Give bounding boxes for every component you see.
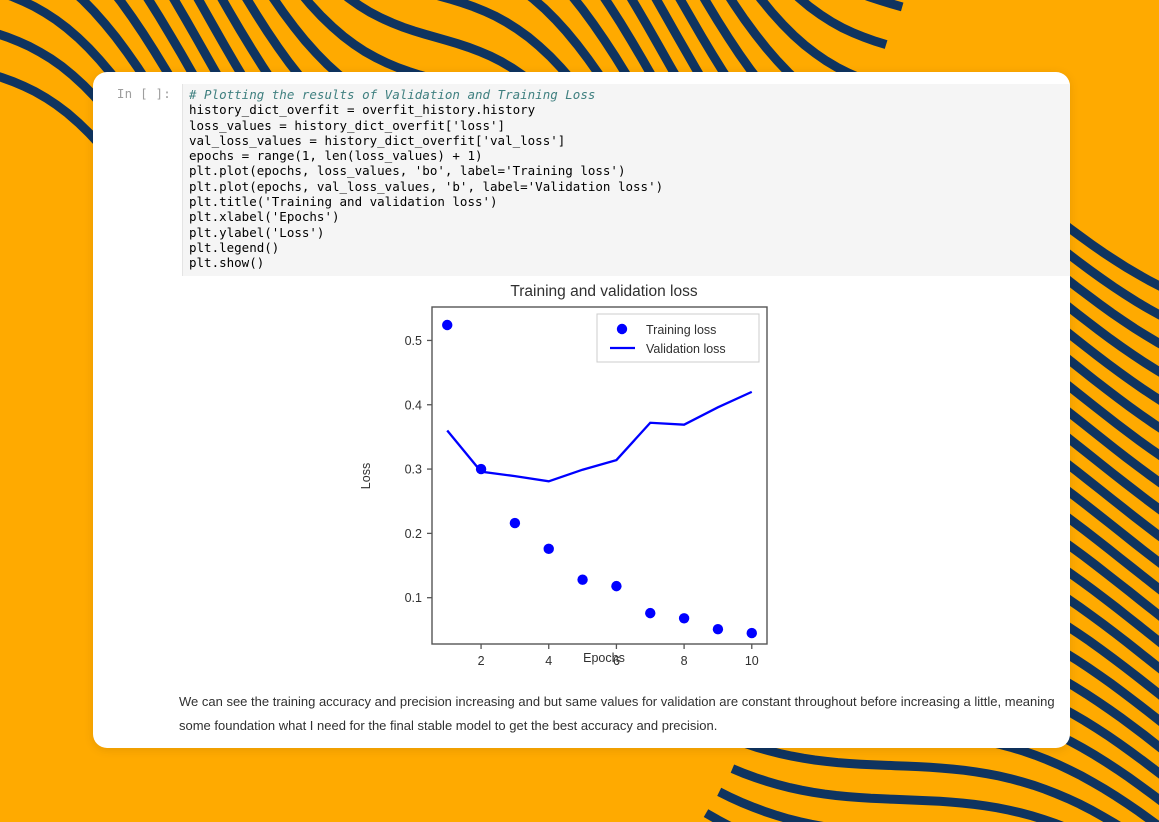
y-tick-label: 0.5 <box>404 334 421 348</box>
x-tick-label: 2 <box>477 654 484 668</box>
code-line-10: plt.legend() <box>189 240 1070 255</box>
y-tick-label: 0.3 <box>404 462 421 476</box>
data-point <box>576 574 588 585</box>
code-text: plt.ylabel('Loss') <box>189 224 325 240</box>
code-text: plt.show() <box>189 255 265 271</box>
code-text: epochs = range(1, len(loss_values) + 1) <box>189 148 483 164</box>
data-point <box>543 543 554 554</box>
data-point <box>678 612 689 624</box>
data-point <box>610 580 622 591</box>
x-axis-ticks: 2 4 6 8 10 <box>477 643 758 668</box>
input-prompt-label: In [ ]: <box>116 86 171 101</box>
code-text: plt.plot(epochs, val_loss_values, 'b', l… <box>189 178 664 194</box>
y-tick-label: 0.4 <box>404 398 421 412</box>
code-line-0: # Plotting the results of Validation and… <box>189 87 1070 102</box>
x-tick-label: 8 <box>680 654 687 668</box>
x-axis-label: Epochs <box>583 651 625 665</box>
figure-output-area: Training and validation loss 0.1 0.2 0.3 0.… <box>93 275 1070 676</box>
code-line-6: plt.plot(epochs, val_loss_values, 'b', l… <box>189 179 1070 194</box>
code-text: plt.legend() <box>189 239 280 255</box>
data-point <box>441 319 452 330</box>
code-cell[interactable]: In [ ]: # Plotting the results of Valida… <box>93 72 1070 276</box>
markdown-paragraph: We can see the training accuracy and pre… <box>179 693 1055 733</box>
data-point <box>746 627 757 638</box>
code-line-1: history_dict_overfit = overfit_history.h… <box>189 102 1070 117</box>
code-text: val_loss_values = history_dict_overfit['… <box>189 132 566 148</box>
y-axis-ticks: 0.1 0.2 0.3 0.4 0.5 <box>404 334 432 605</box>
legend-marker-training-loss <box>616 323 627 334</box>
legend-label-validation-loss: Validation loss <box>646 342 726 356</box>
figure-facecolor <box>301 275 862 668</box>
training-loss-points <box>441 319 757 638</box>
y-tick-label: 0.2 <box>404 526 421 540</box>
x-tick-label: 4 <box>545 654 552 668</box>
plot-axes-frame <box>430 305 768 645</box>
x-tick-label: 10 <box>744 654 758 668</box>
matplotlib-figure: Training and validation loss 0.10.20.30.… <box>301 275 862 668</box>
chart-legend[interactable]: Training loss Validation loss <box>596 313 759 363</box>
data-point <box>509 517 520 528</box>
code-text: loss_values = history_dict_overfit['loss… <box>189 117 506 133</box>
code-line-8: plt.xlabel('Epochs') <box>189 209 1070 224</box>
data-point <box>644 607 655 618</box>
code-line-5: plt.plot(epochs, loss_values, 'bo', labe… <box>189 163 1070 178</box>
data-point <box>712 623 723 634</box>
y-tick-label: 0.1 <box>404 591 421 605</box>
y-axis-label: Loss <box>359 462 373 488</box>
notebook-card: In [ ]: # Plotting the results of Valida… <box>93 72 1070 748</box>
legend-frame <box>596 313 759 363</box>
code-line-11: plt.show() <box>189 255 1070 270</box>
code-comment: # Plotting the results of Validation and… <box>189 87 596 102</box>
legend-label-training-loss: Training loss <box>646 323 716 337</box>
code-text: history_dict_overfit = overfit_history.h… <box>189 102 536 118</box>
code-line-9: plt.ylabel('Loss') <box>189 225 1070 240</box>
chart-title: Training and validation loss <box>510 283 698 300</box>
code-line-4: epochs = range(1, len(loss_values) + 1) <box>189 148 1070 163</box>
code-text: plt.title('Training and validation loss'… <box>189 194 498 210</box>
code-text: plt.xlabel('Epochs') <box>189 209 340 225</box>
validation-loss-line <box>445 390 752 483</box>
data-point <box>475 463 486 474</box>
code-editor-area[interactable]: # Plotting the results of Validation and… <box>182 84 1070 276</box>
markdown-cell[interactable]: We can see the training accuracy and pre… <box>93 676 1070 738</box>
code-line-2: loss_values = history_dict_overfit['loss… <box>189 118 1070 133</box>
code-line-3: val_loss_values = history_dict_overfit['… <box>189 133 1070 148</box>
x-tick-label: 6 <box>612 654 619 668</box>
code-text: plt.plot(epochs, loss_values, 'bo', labe… <box>189 163 626 179</box>
code-line-7: plt.title('Training and validation loss'… <box>189 194 1070 209</box>
